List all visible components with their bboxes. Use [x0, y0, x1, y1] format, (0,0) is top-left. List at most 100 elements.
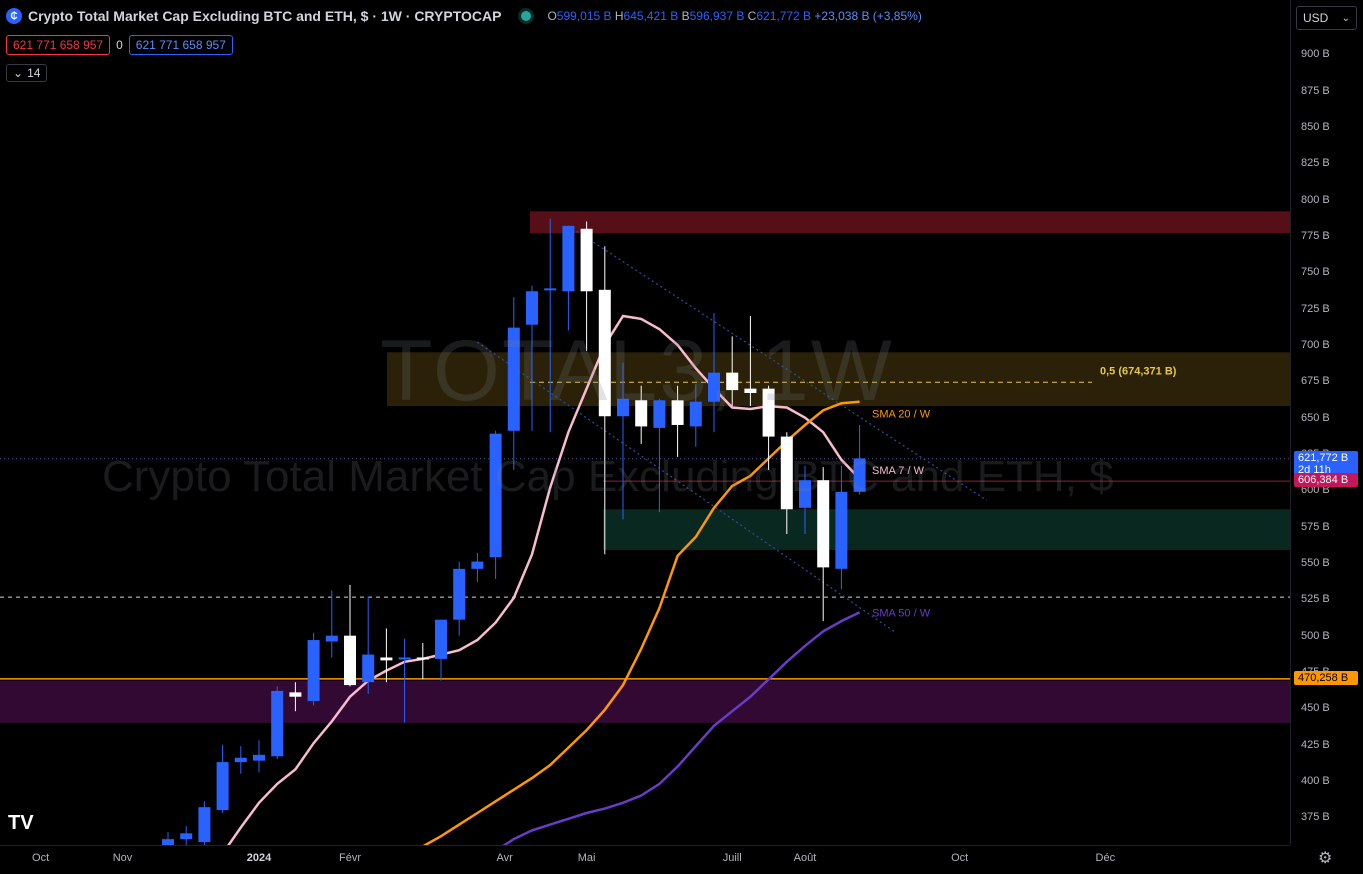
- candle-body: [598, 289, 611, 417]
- y-tick-label: 500 B: [1301, 629, 1330, 642]
- price-chart[interactable]: 0,5 (674,371 B) SMA 20 / W SMA 7 / W SMA 50…: [0, 0, 1290, 845]
- y-tick-label: 725 B: [1301, 302, 1330, 315]
- current-price-tag: 621,772 B 2d 11h: [1294, 450, 1358, 477]
- x-tick-label: Oct: [951, 852, 969, 864]
- candle-body: [398, 657, 411, 660]
- candle-body: [416, 657, 429, 660]
- close-value: 621,772 B: [756, 9, 812, 23]
- candle-body: [835, 491, 848, 569]
- candle-body: [362, 654, 375, 683]
- y-tick-label: 900 B: [1301, 48, 1330, 61]
- trading-panel: 621 771 658 957 0 621 771 658 957: [6, 35, 233, 55]
- candle-body: [435, 619, 447, 659]
- candle-body: [234, 757, 247, 763]
- y-tick-label: 550 B: [1301, 557, 1330, 570]
- candle-body: [853, 458, 866, 492]
- candle-body: [562, 225, 575, 292]
- candle-body: [198, 807, 211, 843]
- y-tick-label: 450 B: [1301, 702, 1330, 715]
- x-tick-label: Oct: [32, 852, 50, 864]
- x-tick-label: Déc: [1095, 852, 1116, 864]
- channel-upper: [568, 225, 988, 502]
- ohlc-values: O599,015 B H645,421 B B596,937 B C621,77…: [547, 9, 922, 23]
- chart-header: ₵ Crypto Total Market Cap Excluding BTC …: [6, 8, 922, 24]
- low-value: 596,937 B: [689, 9, 745, 23]
- x-tick-label: Nov: [112, 852, 133, 864]
- currency-value: USD: [1303, 11, 1329, 25]
- candle-body: [344, 635, 356, 686]
- orange-price-tag: 470,258 B: [1294, 670, 1358, 685]
- x-tick-label: Mai: [577, 852, 596, 864]
- candle-body: [617, 398, 629, 417]
- candle-body: [325, 635, 338, 642]
- candle-body: [744, 388, 757, 393]
- y-tick-label: 400 B: [1301, 775, 1330, 787]
- market-status-icon[interactable]: [521, 11, 532, 21]
- description-watermark: Crypto Total Market Cap Excluding BTC an…: [102, 452, 1114, 501]
- y-tick-label: 600 B: [1301, 484, 1330, 497]
- price-axis[interactable]: 900 B 875 B 850 B 825 B 800 B 775 B 750 B 725 B…: [1290, 0, 1363, 845]
- red-price-tag: 606,384 B: [1294, 473, 1358, 488]
- candle-body: [471, 561, 484, 569]
- y-tick-label: 875 B: [1301, 84, 1330, 97]
- candle-body: [180, 833, 193, 840]
- candle-body: [162, 839, 174, 845]
- y-tick-label: 800 B: [1301, 193, 1330, 206]
- candle-body: [580, 228, 593, 292]
- y-tick-label: 675 B: [1301, 375, 1330, 388]
- candle-body: [762, 388, 775, 437]
- indicators-toggle[interactable]: ⌄ 14: [6, 64, 48, 82]
- time-axis[interactable]: Oct Nov 2024 Févr Avr Mai Juill Août Oct Déc: [0, 845, 1290, 874]
- x-tick-label: Avr: [496, 852, 513, 864]
- y-tick-label: 425 B: [1301, 738, 1330, 751]
- candle-body: [799, 480, 811, 508]
- series-2: [502, 611, 861, 845]
- candle-body: [489, 433, 502, 558]
- symbol-watermark: TOTAL3, 1W: [380, 323, 894, 419]
- candle-body: [380, 657, 393, 661]
- sma20-label: SMA 20 / W: [872, 408, 931, 420]
- x-tick-label: Févr: [339, 852, 361, 864]
- chevron-down-icon: ⌄: [13, 66, 24, 80]
- y-tick-label: 750 B: [1301, 266, 1330, 279]
- low-zone: [0, 680, 1290, 723]
- candle-body: [635, 400, 648, 427]
- high-value: 645,421 B: [623, 9, 679, 23]
- symbol-title[interactable]: Crypto Total Market Cap Excluding BTC an…: [28, 8, 502, 24]
- candle-body: [653, 400, 666, 428]
- gear-icon[interactable]: ⚙: [1318, 850, 1333, 867]
- y-tick-label: 825 B: [1301, 157, 1330, 170]
- y-tick-label: 775 B: [1301, 230, 1330, 243]
- x-tick-label: Août: [793, 852, 817, 864]
- candle-body: [307, 640, 320, 702]
- candle-body: [507, 327, 520, 431]
- tradingview-logo[interactable]: TV: [8, 812, 34, 834]
- candle-body: [726, 372, 739, 391]
- sell-button[interactable]: 621 771 658 957: [6, 35, 111, 55]
- candle-body: [289, 692, 302, 697]
- support-zone: [603, 509, 1290, 550]
- candle-body: [708, 372, 720, 402]
- y-tick-label: 575 B: [1301, 520, 1330, 533]
- candle-body: [671, 400, 684, 425]
- candle-body: [271, 690, 284, 757]
- candle-body: [780, 436, 793, 510]
- series-0: [227, 314, 861, 845]
- fib-zone: [387, 352, 1290, 407]
- change-value: +23,038 B (+3,85%): [814, 9, 922, 23]
- y-tick-label: 650 B: [1301, 411, 1330, 424]
- chevron-down-icon: ⌄: [1341, 12, 1350, 24]
- indicators-count: 14: [27, 66, 41, 80]
- candle-body: [453, 568, 466, 620]
- buy-button[interactable]: 621 771 658 957: [128, 35, 233, 55]
- candle-body: [253, 754, 265, 761]
- sma50-label: SMA 50 / W: [872, 607, 931, 619]
- spread-value: 0: [116, 38, 123, 52]
- candle-body: [544, 288, 557, 291]
- x-tick-label: 2024: [246, 852, 272, 864]
- x-tick-label: Juill: [722, 852, 742, 864]
- candle-body: [216, 762, 229, 811]
- resistance-zone: [530, 211, 1290, 234]
- currency-select[interactable]: USD ⌄: [1296, 6, 1357, 30]
- y-tick-label: 850 B: [1301, 121, 1330, 134]
